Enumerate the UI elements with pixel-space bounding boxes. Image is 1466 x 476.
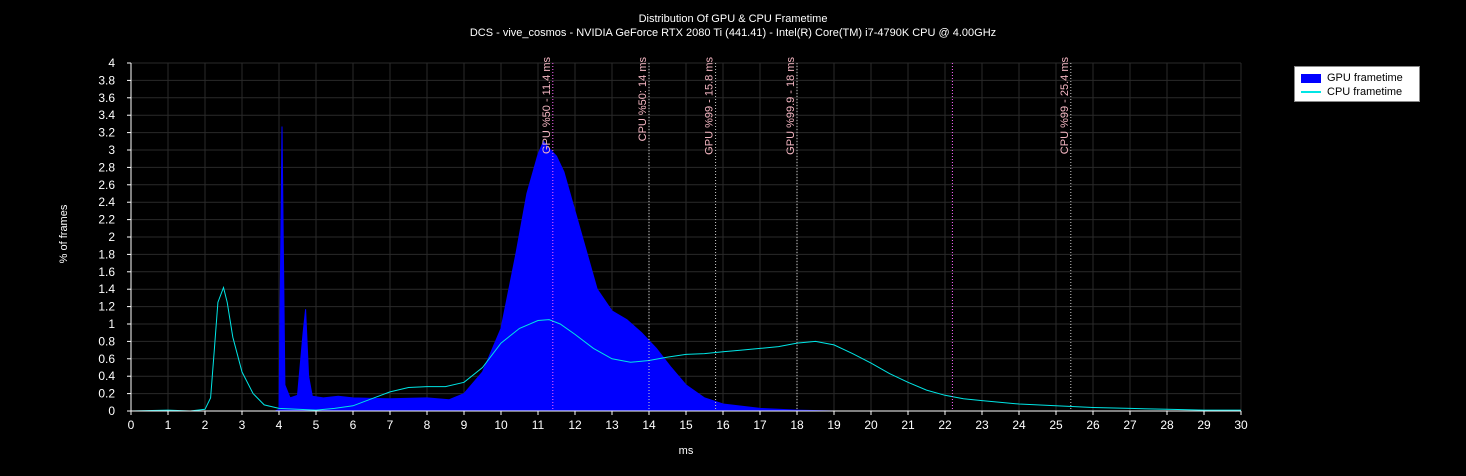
y-tick-label: 1.8 — [98, 247, 115, 261]
y-tick-label: 3.2 — [98, 126, 115, 140]
x-tick-label: 9 — [461, 418, 468, 432]
percentile-marker-label: CPU %50: 14 ms — [637, 57, 649, 142]
x-tick-label: 26 — [1086, 418, 1100, 432]
x-tick-label: 10 — [494, 418, 508, 432]
percentile-markers: GPU %50 - 11.4 ms CPU %50: 14 ms GPU %99 -… — [541, 57, 1072, 411]
y-tick-label: 2 — [108, 230, 115, 244]
gpu-swatch — [1301, 73, 1321, 83]
x-tick-label: 16 — [716, 418, 730, 432]
axes: 0 1 2 3 4 5 6 7 8 9 10 11 12 13 14 15 16 17 18 19 20 21 22 23 24… — [98, 56, 1248, 432]
y-axis-label: % of frames — [58, 204, 70, 263]
cpu-line-path — [130, 285, 1241, 412]
legend-item-gpu: GPU frametime — [1301, 71, 1403, 85]
x-tick-label: 0 — [128, 418, 135, 432]
legend: GPU frametime CPU frametime — [1294, 66, 1420, 102]
x-tick-label: 13 — [605, 418, 619, 432]
y-tick-label: 1.2 — [98, 300, 115, 314]
legend-cpu-label: CPU frametime — [1327, 86, 1403, 98]
y-tick-label: 0.8 — [98, 334, 115, 348]
x-tick-label: 29 — [1197, 418, 1211, 432]
y-tick-label: 0.4 — [98, 369, 115, 383]
x-tick-label: 5 — [313, 418, 320, 432]
percentile-marker-label: GPU %99.9 - 18 ms — [785, 57, 797, 155]
x-tick-label: 18 — [790, 418, 804, 432]
y-tick-label: 1.4 — [98, 282, 115, 296]
x-tick-label: 1 — [165, 418, 172, 432]
y-tick-label: 2.8 — [98, 160, 115, 174]
x-tick-label: 4 — [276, 418, 283, 432]
y-tick-label: 0.2 — [98, 387, 115, 401]
y-tick-label: 0 — [108, 404, 115, 418]
x-tick-label: 17 — [753, 418, 767, 432]
x-tick-label: 25 — [1049, 418, 1063, 432]
y-tick-label: 3.8 — [98, 73, 115, 87]
x-tick-label: 8 — [424, 418, 431, 432]
x-tick-label: 14 — [642, 418, 656, 432]
x-tick-label: 15 — [679, 418, 693, 432]
x-tick-label: 24 — [1012, 418, 1026, 432]
y-tick-label: 2.4 — [98, 195, 115, 209]
y-tick-label: 2.2 — [98, 213, 115, 227]
x-tick-label: 27 — [1123, 418, 1137, 432]
y-tick-label: 1 — [108, 317, 115, 331]
y-tick-label: 3 — [108, 143, 115, 157]
x-tick-label: 11 — [532, 418, 545, 432]
grid — [130, 62, 1242, 412]
x-tick-label: 2 — [202, 418, 209, 432]
gpu-area-path — [275, 126, 835, 412]
legend-item-cpu: CPU frametime — [1301, 85, 1402, 99]
x-tick-label: 28 — [1160, 418, 1174, 432]
y-tick-label: 2.6 — [98, 178, 115, 192]
y-tick-label: 0.6 — [98, 352, 115, 366]
x-tick-label: 7 — [387, 418, 394, 432]
x-tick-label: 21 — [901, 418, 915, 432]
y-tick-label: 4 — [108, 56, 115, 70]
x-tick-label: 3 — [239, 418, 246, 432]
chart-subtitle: DCS - vive_cosmos - NVIDIA GeForce RTX 2… — [470, 27, 996, 39]
legend-gpu-label: GPU frametime — [1327, 72, 1403, 84]
cpu-series-line — [130, 285, 1241, 412]
percentile-marker-label: CPU %99 - 25.4 ms — [1059, 57, 1071, 155]
percentile-marker-label: GPU %99 - 15.8 ms — [704, 57, 716, 155]
x-tick-label: 30 — [1234, 418, 1248, 432]
x-axis-label: ms — [679, 445, 694, 457]
x-tick-label: 22 — [938, 418, 952, 432]
y-tick-label: 1.6 — [98, 265, 115, 279]
x-tick-label: 6 — [350, 418, 357, 432]
chart-title: Distribution Of GPU & CPU Frametime — [639, 13, 828, 25]
percentile-marker-label: GPU %50 - 11.4 ms — [541, 57, 553, 154]
x-tick-label: 23 — [975, 418, 989, 432]
cpu-swatch — [1301, 91, 1321, 93]
x-tick-label: 12 — [568, 418, 582, 432]
y-tick-label: 3.4 — [98, 108, 115, 122]
gpu-series-area — [275, 126, 835, 412]
x-tick-label: 19 — [827, 418, 841, 432]
y-tick-label: 3.6 — [98, 91, 115, 105]
x-tick-label: 20 — [864, 418, 878, 432]
